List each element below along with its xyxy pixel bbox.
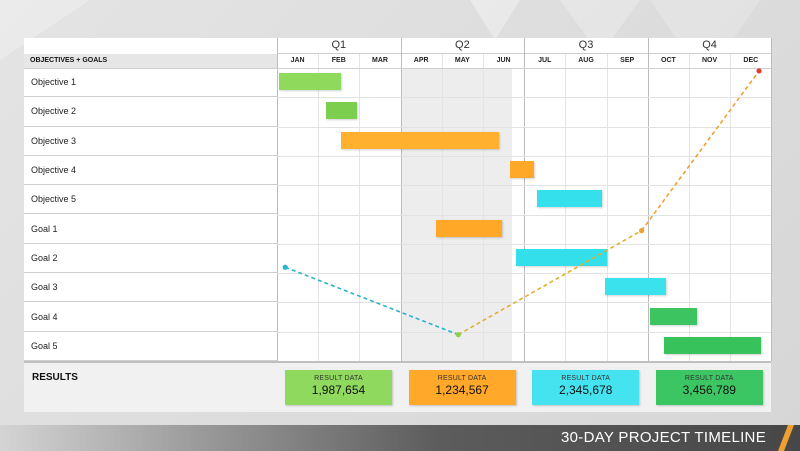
quarter-header: Q2 [400, 38, 525, 54]
row-label: Goal 2 [24, 244, 277, 274]
row-label: Goal 5 [24, 332, 277, 361]
quarter-divider [647, 38, 649, 361]
task-bar[interactable] [435, 219, 502, 237]
month-divider [730, 54, 732, 361]
result-card-title: RESULT DATA [437, 375, 487, 382]
month-header: AUG [578, 57, 594, 64]
row-label: Objective 4 [24, 156, 277, 186]
month-divider [483, 54, 484, 361]
header-divider [24, 68, 771, 69]
trend-point [282, 264, 288, 270]
month-header: FEB [331, 57, 346, 64]
result-card: RESULT DATA 3,456,789 [655, 370, 763, 405]
trend-line [282, 68, 762, 338]
objectives-goals-header: OBJECTIVES + GOALS [24, 54, 277, 68]
result-card: RESULT DATA 2,345,678 [532, 370, 640, 405]
quarter-divider [277, 38, 278, 361]
trend-segment [640, 70, 760, 232]
footer-banner: 30-DAY PROJECT TIMELINE [0, 425, 800, 451]
month-header: SEP [620, 57, 635, 64]
trend-point [455, 332, 461, 338]
month-header: DEC [743, 57, 759, 64]
result-card-title: RESULT DATA [561, 375, 611, 382]
month-divider [606, 54, 608, 361]
quarter-divider [771, 38, 773, 361]
result-card-value: 3,456,789 [682, 383, 736, 397]
task-bar[interactable] [604, 278, 667, 296]
quarter-divider [400, 38, 402, 361]
result-card-value: 1,987,654 [311, 383, 366, 397]
month-divider [565, 54, 567, 361]
month-header: OCT [661, 57, 676, 64]
row-divider [277, 155, 771, 157]
row-label: Goal 1 [24, 215, 277, 244]
result-card: RESULT DATA 1,987,654 [285, 370, 392, 405]
row-divider [277, 243, 771, 245]
task-bar[interactable] [326, 102, 358, 120]
result-card-value: 2,345,678 [558, 383, 613, 397]
month-header: MAR [372, 57, 388, 64]
month-divider [689, 54, 690, 361]
task-bar[interactable] [509, 161, 535, 179]
month-divider [441, 54, 443, 361]
row-divider [277, 331, 771, 333]
quarter-header: Q1 [277, 38, 401, 54]
row-divider [277, 273, 771, 275]
task-bar[interactable] [649, 307, 698, 325]
month-header: NOV [702, 57, 718, 64]
row-divider [277, 97, 771, 99]
month-header: JUL [538, 57, 552, 64]
task-bar[interactable] [536, 190, 603, 208]
trend-point [639, 228, 645, 234]
row-label: Objective 1 [24, 68, 277, 98]
task-bar[interactable] [279, 73, 341, 91]
quarter-header: Q3 [524, 38, 648, 54]
result-card: RESULT DATA 1,234,567 [408, 370, 516, 405]
quarter-divider [524, 38, 526, 361]
result-card-value: 1,234,567 [435, 383, 489, 397]
row-label: Objective 5 [24, 185, 277, 215]
row-divider [277, 126, 771, 128]
trend-segment [284, 266, 459, 336]
month-divider [318, 54, 320, 361]
trend-point [756, 68, 762, 74]
month-header: JUN [496, 57, 511, 64]
row-divider [277, 214, 771, 216]
month-divider [359, 54, 361, 361]
month-header: APR [413, 57, 429, 64]
task-bar[interactable] [515, 248, 607, 266]
quarter-header: Q4 [647, 38, 772, 54]
month-header: MAY [454, 57, 470, 64]
task-bar[interactable] [664, 336, 762, 354]
footer-title: 30-DAY PROJECT TIMELINE [560, 429, 766, 446]
timeline-sheet: OBJECTIVES + GOALS Q1 Q2 Q3 Q4 JAN FEB MAR APR M… [24, 38, 773, 412]
footer-accent-stripe [778, 425, 794, 451]
row-divider [277, 185, 771, 187]
trend-segment [457, 229, 643, 336]
row-label: Goal 3 [24, 273, 277, 303]
row-label: Objective 2 [24, 97, 277, 127]
result-card-title: RESULT DATA [684, 375, 734, 382]
results-section: RESULTS RESULT DATA 1,987,654 RESULT DATA 1… [24, 361, 771, 412]
row-label: Goal 4 [24, 302, 277, 332]
result-card-title: RESULT DATA [314, 375, 363, 382]
row-label: Objective 3 [24, 127, 277, 156]
task-bar[interactable] [340, 131, 500, 149]
month-header: JAN [290, 57, 305, 64]
results-label: RESULTS [32, 372, 78, 383]
row-divider [277, 302, 771, 304]
